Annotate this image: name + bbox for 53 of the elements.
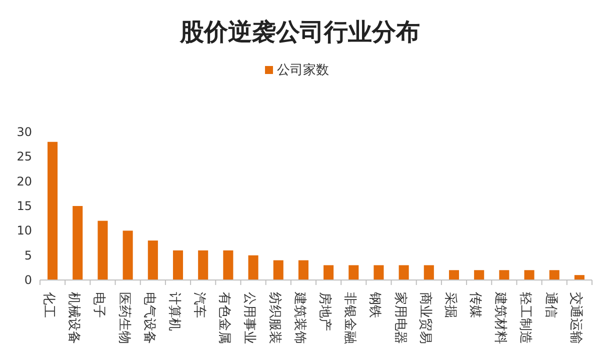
x-tick-label: 汽车 [192, 292, 207, 318]
bar [248, 255, 258, 280]
bar [398, 265, 409, 280]
x-tick-label: 机械设备 [66, 292, 82, 344]
y-tick-label: 10 [16, 224, 32, 238]
bar [374, 265, 384, 280]
x-tick-label: 家用电器 [392, 292, 408, 344]
x-tick-label: 有色金属 [216, 292, 232, 344]
bar [148, 240, 158, 280]
bar [424, 265, 434, 280]
x-tick-label: 电气设备 [141, 292, 156, 344]
y-tick-label: 15 [16, 199, 32, 213]
bar [273, 260, 284, 280]
bar [524, 270, 534, 280]
x-tick-label: 电子 [91, 292, 106, 318]
bar [72, 206, 83, 280]
bar [474, 270, 484, 280]
bar [348, 265, 359, 280]
x-tick-label: 化工 [40, 292, 56, 318]
bar [448, 270, 460, 280]
bar [172, 250, 184, 280]
bar [324, 265, 334, 280]
bar [48, 142, 58, 280]
x-tick-label: 纺织服装 [266, 292, 282, 344]
x-tick-label: 传媒 [468, 292, 483, 318]
y-tick-label: 20 [16, 174, 32, 188]
x-tick-label: 医药生物 [116, 292, 132, 344]
x-tick-label: 交通运输 [568, 292, 584, 344]
x-tick-label: 公用事业 [242, 292, 257, 344]
x-tick-label: 建筑材料 [492, 291, 508, 344]
bar [549, 270, 560, 280]
bar [122, 230, 133, 280]
bar [198, 250, 208, 280]
legend-label: 公司家数 [277, 62, 329, 78]
x-tick-label: 建筑装饰 [292, 291, 307, 344]
y-tick-label: 25 [16, 150, 32, 164]
bar [98, 220, 108, 280]
x-tick-label: 房地产 [316, 292, 333, 331]
x-tick-label: 采掘 [442, 292, 458, 318]
x-tick-label: 通信 [542, 292, 558, 318]
y-tick-label: 30 [16, 125, 32, 139]
x-tick-label: 轻工制造 [518, 292, 533, 344]
x-tick-label: 商业贸易 [417, 292, 432, 344]
bar [298, 260, 308, 280]
x-tick-label: 计算机 [166, 292, 182, 331]
y-tick-label: 0 [24, 273, 32, 287]
chart-title: 股价逆袭公司行业分布 [179, 18, 420, 46]
bar [223, 250, 234, 280]
bar [574, 275, 584, 280]
bar [499, 270, 510, 280]
x-tick-label: 钢铁 [367, 291, 382, 318]
y-tick-label: 5 [24, 248, 32, 262]
x-tick-label: 非银金融 [342, 292, 358, 344]
